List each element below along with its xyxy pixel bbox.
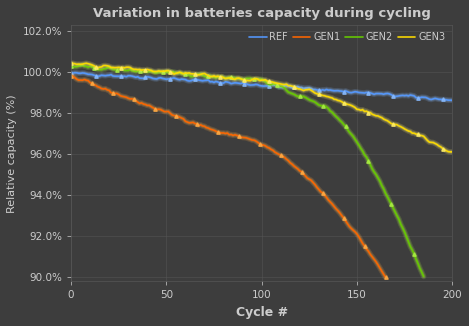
REF — [419, 95, 424, 99]
Line: GEN1: GEN1 — [71, 76, 386, 277]
REF — [209, 80, 215, 83]
GEN2 — [80, 63, 85, 67]
GEN2 — [238, 77, 243, 81]
GEN1 — [156, 107, 161, 111]
Line: GEN3: GEN3 — [71, 63, 452, 152]
GEN1 — [383, 275, 388, 279]
GEN3 — [274, 81, 280, 85]
GEN1 — [68, 74, 74, 78]
GEN2 — [274, 83, 280, 87]
Legend: REF, GEN1, GEN2, GEN3: REF, GEN1, GEN2, GEN3 — [247, 30, 447, 44]
GEN2 — [394, 214, 400, 217]
GEN1 — [377, 266, 383, 270]
Line: REF: REF — [71, 73, 452, 100]
GEN2 — [68, 64, 74, 68]
GEN2 — [339, 120, 345, 124]
REF — [68, 71, 74, 75]
GEN2 — [123, 68, 129, 72]
X-axis label: Cycle #: Cycle # — [235, 306, 287, 319]
REF — [449, 98, 455, 102]
GEN1 — [363, 247, 369, 251]
GEN3 — [207, 75, 213, 79]
Y-axis label: Relative capacity (%): Relative capacity (%) — [7, 94, 17, 213]
GEN1 — [76, 78, 82, 82]
GEN1 — [268, 147, 274, 151]
REF — [230, 81, 236, 85]
REF — [72, 71, 78, 75]
GEN3 — [228, 76, 234, 80]
GEN2 — [421, 274, 426, 278]
GEN3 — [417, 133, 423, 137]
REF — [105, 73, 110, 77]
GEN1 — [278, 153, 283, 157]
GEN2 — [289, 92, 295, 96]
GEN3 — [68, 61, 74, 65]
REF — [276, 85, 281, 89]
Line: GEN2: GEN2 — [71, 65, 424, 276]
GEN3 — [70, 61, 76, 65]
REF — [70, 71, 76, 75]
GEN3 — [449, 150, 455, 154]
Title: Variation in batteries capacity during cycling: Variation in batteries capacity during c… — [93, 7, 431, 20]
GEN3 — [103, 64, 108, 67]
